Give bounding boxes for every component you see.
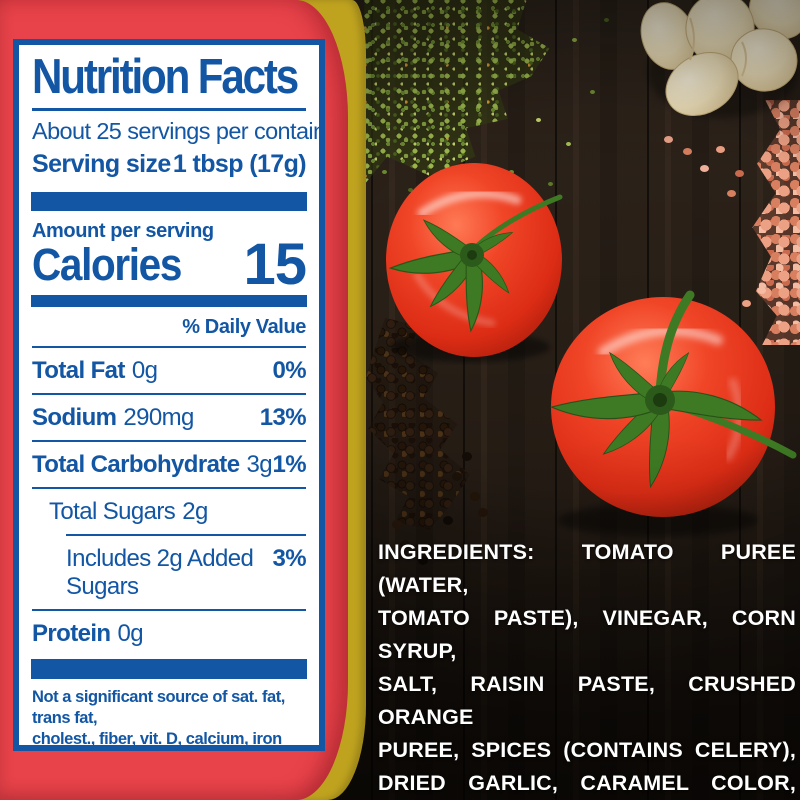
calories-row: Calories 15: [32, 232, 307, 297]
nutrient-amount: 290mg: [123, 404, 194, 431]
nutrient-amount: 2g: [182, 498, 208, 525]
row-total-carbohydrate: Total Carbohydrate 3g 1%: [32, 442, 307, 489]
footnote-line: Not a significant source of sat. fat, tr…: [32, 688, 285, 727]
thick-divider-bar: [31, 295, 307, 307]
nutrition-facts-label: Nutrition Facts About 25 servings per co…: [13, 39, 325, 751]
nutrient-daily-value: 1%: [272, 451, 307, 478]
nutrient-name: Sodium: [32, 404, 117, 431]
nutrition-facts-title-block: Nutrition Facts: [32, 49, 306, 111]
nutrient-name: Includes 2g Added Sugars: [66, 545, 254, 600]
indented-rule: [66, 534, 306, 536]
ingredients-line: INGREDIENTS: TOMATO PUREE (WATER,: [378, 540, 796, 597]
ingredients-line: TOMATO PASTE), VINEGAR, CORN SYRUP,: [378, 606, 796, 663]
ingredients-line: DRIED GARLIC, CARAMEL COLOR, DRIED: [378, 771, 796, 795]
nutrient-daily-value: 3%: [272, 545, 307, 572]
serving-size-label: Serving size: [32, 150, 171, 178]
nutrient-amount: 3g: [246, 451, 272, 478]
nutrition-facts-title: Nutrition Facts: [32, 50, 299, 104]
calories-value: 15: [243, 232, 307, 297]
nutrient-daily-value: 13%: [259, 404, 307, 431]
daily-value-header: % Daily Value: [32, 307, 306, 348]
nutrient-name: Total Carbohydrate: [32, 451, 240, 478]
tomato-small: [386, 163, 563, 362]
row-sodium: Sodium 290mg 13%: [32, 395, 307, 442]
servings-per-container: About 25 servings per container: [32, 118, 325, 144]
calories-label: Calories: [32, 239, 182, 290]
thick-divider-bar: [31, 659, 307, 679]
row-protein: Protein 0g: [32, 611, 306, 656]
serving-size-row: Serving size 1 tbsp (17g): [32, 150, 307, 179]
nutrient-daily-value: 0%: [272, 357, 307, 384]
row-total-fat: Total Fat 0g 0%: [32, 348, 307, 395]
footnote: Not a significant source of sat. fat, tr…: [32, 687, 306, 748]
tomato-large: [550, 290, 797, 536]
ingredients-line: PUREE, SPICES (CONTAINS CELERY),: [378, 738, 796, 762]
nutrient-name: Total Fat: [32, 357, 125, 384]
nutrient-name: Protein: [32, 620, 111, 647]
garlic-cloves: [640, 0, 800, 118]
thick-divider-bar: [31, 192, 307, 211]
serving-size-value: 1 tbsp (17g): [172, 150, 307, 178]
row-added-sugars: Includes 2g Added Sugars 3%: [32, 536, 307, 611]
footnote-line: cholest., fiber, vit. D, calcium, iron a…: [32, 730, 282, 748]
nutrient-amount: 0g: [131, 357, 158, 384]
ingredients-text: INGREDIENTS: TOMATO PUREE (WATER, TOMATO…: [378, 536, 796, 800]
row-total-sugars: Total Sugars 2g: [32, 489, 306, 534]
nutrient-name: Total Sugars: [49, 498, 176, 525]
nutrient-amount: 0g: [117, 620, 143, 647]
ingredients-line: SALT, RAISIN PASTE, CRUSHED ORANGE: [378, 672, 796, 729]
amount-per-serving-label: Amount per serving: [32, 220, 214, 242]
